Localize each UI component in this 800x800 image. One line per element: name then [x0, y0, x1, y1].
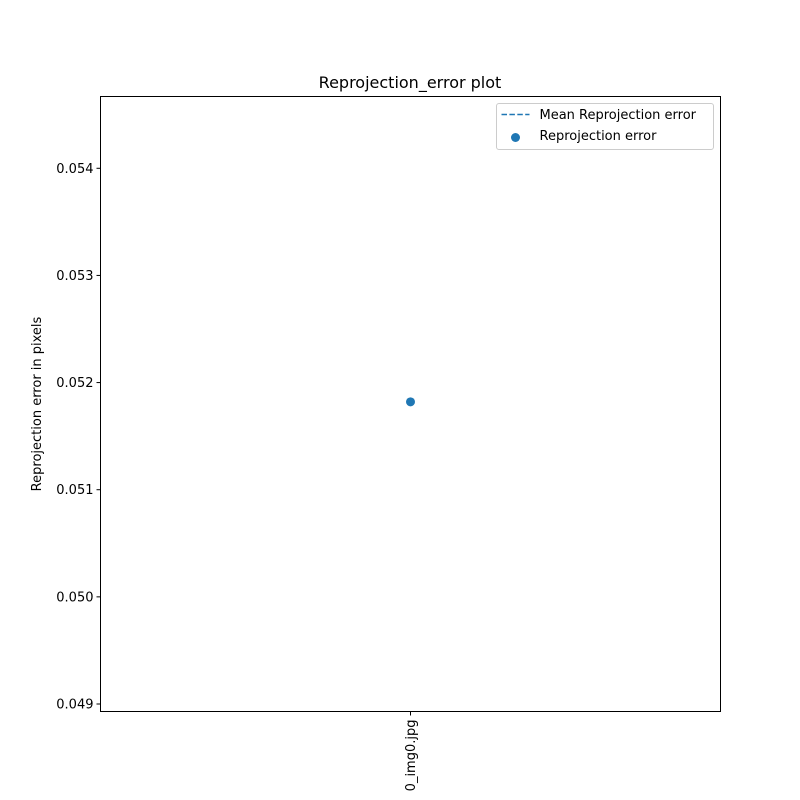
y-axis-label: Reprojection error in pixels: [30, 316, 45, 491]
y-tick-label: 0.050: [56, 590, 93, 605]
legend-marker-swatch: [511, 133, 520, 142]
legend-label: Reprojection error: [540, 129, 658, 144]
y-tick-label: 0.054: [56, 162, 93, 177]
legend-box: [496, 103, 714, 150]
y-tick-label: 0.051: [56, 483, 93, 498]
plot-marks: [406, 397, 415, 407]
y-tick-label: 0.053: [56, 269, 93, 284]
y-axis-ticks: 0.049 0.050 0.051 0.052 0.053 0.054: [56, 162, 101, 713]
legend-label: Mean Reprojection error: [540, 108, 697, 123]
legend: Mean Reprojection error Reprojection erro…: [496, 103, 714, 150]
y-tick-label: 0.052: [56, 376, 93, 391]
y-tick-label: 0.049: [56, 698, 93, 713]
plot-area-frame: [100, 96, 721, 712]
x-tick-label: 0_img0.jpg: [404, 720, 419, 792]
reprojection-error-point: [406, 397, 415, 407]
x-axis-ticks: 0_img0.jpg: [404, 711, 419, 792]
chart-title: Reprojection_error plot: [319, 73, 502, 93]
